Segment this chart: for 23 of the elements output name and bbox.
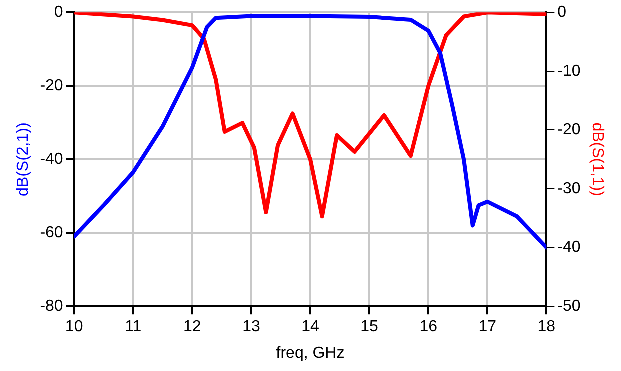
x-tick-label: 16: [420, 318, 438, 336]
x-tick-label: 12: [184, 318, 202, 336]
y2-axis-title: dB(S(1,1)): [588, 122, 606, 196]
y2-tick-label: -40: [558, 239, 581, 256]
x-tick-label: 15: [360, 318, 379, 336]
y2-tick-label: -10: [558, 62, 581, 80]
x-tick-label: 10: [65, 318, 84, 336]
y2-tick-label: -30: [558, 180, 581, 198]
x-axis-title: freq, GHz: [276, 344, 345, 362]
y-tick-label: -20: [40, 78, 64, 95]
x-tick-label: 18: [538, 318, 556, 336]
y2-tick-label: 0: [558, 4, 567, 22]
x-tick-label: 13: [242, 318, 260, 336]
y-tick-label: -60: [40, 224, 64, 242]
x-tick-label: 17: [478, 318, 497, 336]
y-axis-title: dB(S(2,1)): [15, 122, 32, 196]
y-tick-label: -40: [40, 151, 64, 168]
x-tick-label: 11: [125, 318, 142, 336]
y2-tick-label: -50: [558, 298, 581, 316]
x-tick-label: 14: [302, 318, 320, 336]
y-tick-label: -80: [40, 298, 64, 316]
y-tick-label: 0: [54, 4, 64, 22]
y2-tick-label: -20: [558, 122, 581, 139]
